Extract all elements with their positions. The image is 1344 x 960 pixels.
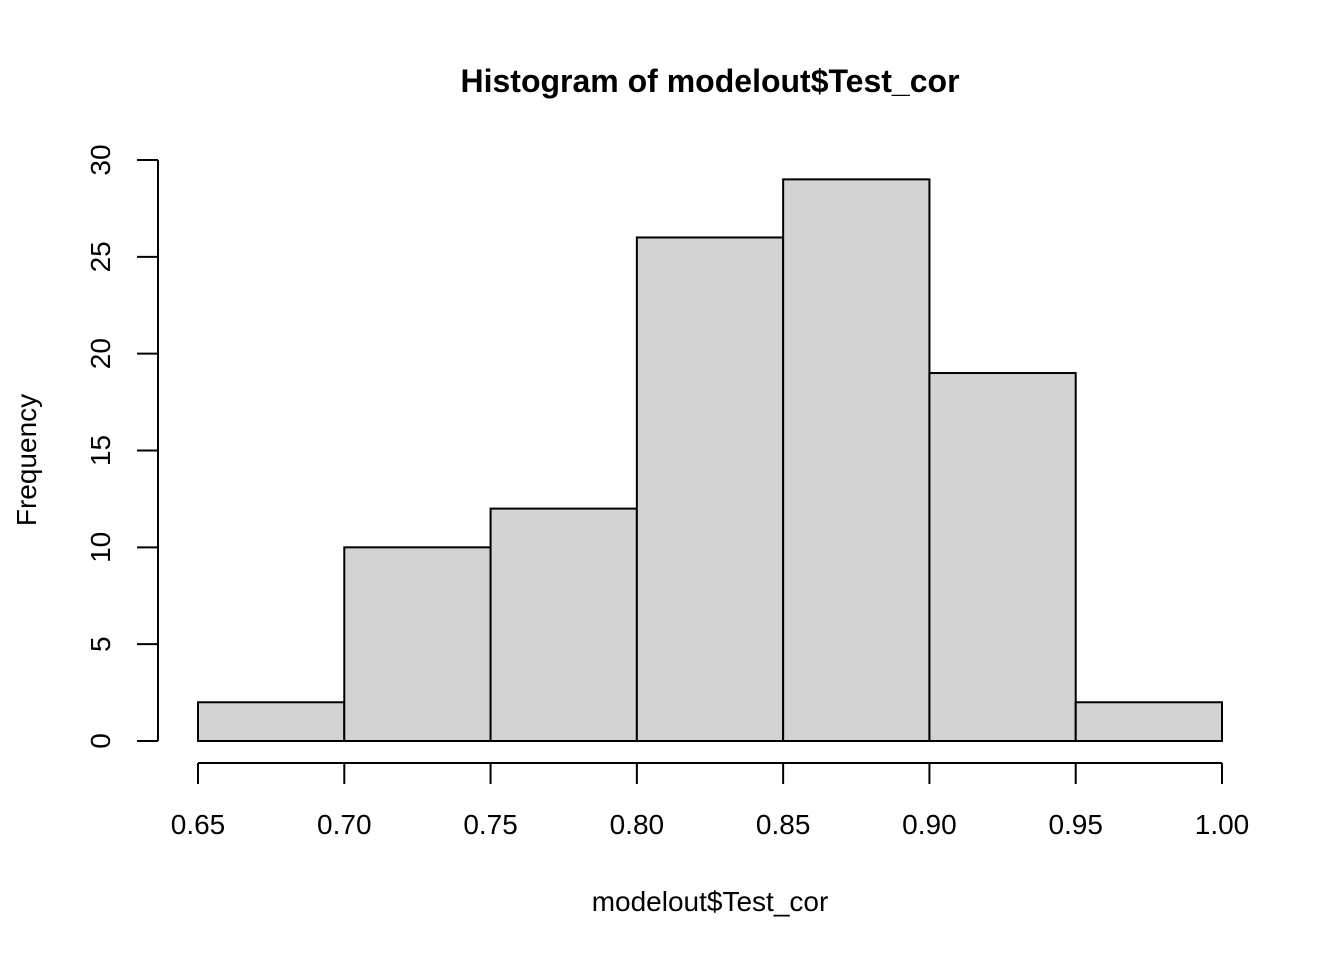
x-tick-label: 1.00 [1195,809,1250,840]
y-tick-label: 0 [85,733,116,749]
y-axis-label: Frequency [11,394,42,526]
x-tick-label: 0.95 [1048,809,1103,840]
histogram-bar [343,546,492,742]
x-axis-label: modelout$Test_cor [592,886,829,917]
x-tick-label: 0.80 [610,809,665,840]
histogram-bar [782,178,931,743]
chart-title: Histogram of modelout$Test_cor [460,63,959,99]
y-tick-label: 25 [85,241,116,272]
y-tick-label: 10 [85,532,116,563]
x-axis: 0.65 0.70 0.75 0.80 0.85 0.90 0.95 1.00 [171,762,1250,840]
histogram-bar [197,701,346,742]
histogram-bar [1074,701,1223,742]
histogram-bar [635,236,785,742]
x-tick-label: 0.70 [317,809,372,840]
y-axis: 0 5 10 15 20 25 30 [85,144,159,749]
y-tick-label: 5 [85,636,116,652]
histogram-bar [489,507,638,742]
x-tick-label: 0.65 [171,809,226,840]
y-tick-label: 20 [85,338,116,369]
y-tick-label: 30 [85,144,116,175]
bars-group [197,178,1223,743]
x-tick-label: 0.85 [756,809,811,840]
histogram-bar [928,372,1077,742]
x-tick-label: 0.90 [902,809,957,840]
y-tick-label: 15 [85,435,116,466]
x-tick-label: 0.75 [463,809,518,840]
